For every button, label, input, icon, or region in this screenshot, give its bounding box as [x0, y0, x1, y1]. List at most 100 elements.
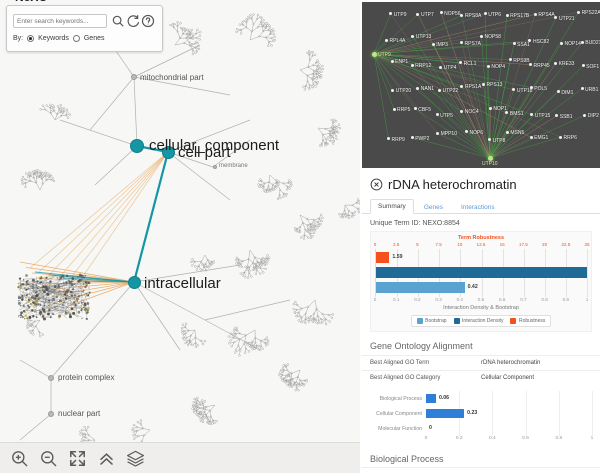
go-gridline	[525, 406, 527, 421]
network-gene-node[interactable]	[459, 61, 463, 65]
network-gene-node[interactable]	[530, 113, 534, 117]
network-gene-node[interactable]	[505, 111, 509, 115]
network-gene-node[interactable]	[385, 38, 389, 42]
go-bar-cellular-component[interactable]	[426, 409, 465, 418]
network-gene-node[interactable]	[482, 82, 486, 86]
network-gene-node[interactable]	[410, 136, 414, 140]
network-gene-node[interactable]	[391, 88, 395, 92]
network-gene-node[interactable]	[580, 40, 584, 44]
ontology-tree-panel[interactable]: cellular_component cell part intracellul…	[0, 0, 360, 473]
network-gene-node[interactable]	[505, 13, 509, 17]
network-gene-node[interactable]	[416, 86, 420, 90]
network-gene-node[interactable]	[410, 63, 414, 67]
axis-top-tick: 20	[542, 242, 548, 247]
network-gene-node[interactable]	[583, 113, 587, 117]
network-gene-node[interactable]	[581, 64, 585, 68]
chart-bar-interaction-density[interactable]	[376, 267, 587, 278]
network-gene-node[interactable]	[392, 107, 396, 111]
network-gene-node[interactable]	[390, 59, 394, 63]
network-gene-node[interactable]	[529, 86, 533, 90]
network-hub-node-utp10[interactable]	[487, 155, 493, 161]
network-gene-node[interactable]	[488, 106, 492, 110]
network-gene-node[interactable]	[416, 12, 420, 16]
network-gene-node[interactable]	[439, 11, 443, 15]
legend-item-robustness[interactable]: Robustness	[510, 318, 545, 324]
network-gene-node[interactable]	[435, 113, 439, 117]
go-gridline	[492, 406, 494, 421]
network-hub-node-utp9[interactable]	[371, 51, 377, 57]
tree-node-protein-complex[interactable]	[48, 375, 54, 381]
collapse-button[interactable]	[97, 449, 116, 468]
close-circle-icon[interactable]	[370, 178, 383, 191]
network-gene-node[interactable]	[436, 131, 440, 135]
network-gene-node[interactable]	[560, 41, 564, 45]
network-gene-node[interactable]	[556, 90, 560, 94]
network-gene-node[interactable]	[512, 42, 516, 46]
refresh-icon[interactable]	[126, 14, 140, 28]
network-gene-node[interactable]	[460, 13, 464, 17]
gene-interaction-network[interactable]: UTP9 UTP7 NOP56 RPS8A UTP6 RPS17B RPS4A UTP21 RP…	[362, 2, 600, 168]
network-gene-node[interactable]	[387, 137, 390, 141]
network-gene-node[interactable]	[529, 135, 533, 139]
legend-item-interaction-density[interactable]: Interaction Density	[453, 318, 503, 324]
network-gene-node[interactable]	[464, 130, 468, 134]
network-gene-node[interactable]	[508, 58, 512, 62]
search-icon[interactable]	[111, 14, 125, 28]
chart-bar-robustness[interactable]	[376, 252, 390, 263]
search-by-row[interactable]: By: Keywords Genes	[13, 35, 104, 42]
tree-node-cellular-component[interactable]	[130, 139, 144, 153]
network-gene-node[interactable]	[389, 12, 393, 16]
axis-top-tick: 12.5	[476, 242, 486, 247]
tab-genes[interactable]: Genes	[423, 204, 443, 211]
network-gene-node[interactable]	[439, 65, 443, 69]
tab-interactions[interactable]: Interactions	[460, 204, 495, 211]
network-gene-node[interactable]	[533, 12, 537, 16]
network-gene-node[interactable]	[413, 107, 417, 111]
radio-genes[interactable]	[72, 35, 80, 42]
term-robustness-chart: Term Robustness 0 2.5 5 7.5 10 12.5 15 17.5 20 22…	[370, 231, 592, 332]
network-gene-node[interactable]	[512, 88, 516, 92]
network-gene-node[interactable]	[488, 138, 492, 142]
zoom-out-button[interactable]	[39, 449, 58, 468]
network-gene-node[interactable]	[460, 84, 464, 88]
network-gene-node[interactable]	[411, 34, 415, 38]
search-input[interactable]	[13, 14, 107, 28]
tree-node-membrane[interactable]	[213, 165, 217, 169]
network-gene-node[interactable]	[483, 12, 487, 16]
network-gene-node[interactable]	[460, 41, 464, 45]
tab-summary[interactable]: Summary	[370, 199, 414, 214]
network-gene-node[interactable]	[479, 34, 483, 38]
network-gene-node[interactable]	[486, 64, 490, 68]
network-gene-node[interactable]	[554, 61, 558, 65]
help-icon[interactable]	[141, 14, 155, 28]
chart-bar-bootstrap[interactable]	[376, 282, 465, 293]
network-gene-node[interactable]	[554, 16, 558, 20]
tree-node-cell-part[interactable]	[162, 146, 175, 159]
network-gene-node[interactable]	[580, 87, 584, 91]
term-detail-panel[interactable]: rDNA heterochromatin Summary Genes Inter…	[362, 170, 600, 473]
legend-item-bootstrap[interactable]: Bootstrap	[416, 318, 447, 324]
network-gene-node[interactable]	[529, 63, 533, 67]
radio-keywords[interactable]	[27, 35, 35, 42]
tree-node-intracellular[interactable]	[128, 276, 141, 289]
zoom-in-button[interactable]	[10, 449, 29, 468]
tree-node-nuclear-part[interactable]	[48, 411, 54, 417]
network-gene-node[interactable]	[460, 109, 464, 113]
fit-screen-button[interactable]	[68, 449, 87, 468]
tree-node-mitochondrial-part[interactable]	[131, 74, 137, 80]
go-bar-value: 0.06	[438, 395, 450, 401]
go-bar-biological-process[interactable]	[426, 394, 436, 403]
tree-toolbar[interactable]	[0, 442, 360, 473]
network-gene-node[interactable]	[559, 135, 563, 139]
network-gene-node[interactable]	[438, 88, 442, 92]
network-gene-node[interactable]	[431, 42, 435, 46]
network-gene-node[interactable]	[555, 114, 559, 118]
axis-top-tick: 7.5	[435, 242, 442, 247]
network-gene-node[interactable]	[528, 39, 532, 43]
network-gene-node[interactable]	[577, 10, 581, 14]
network-gene-node[interactable]	[505, 130, 509, 134]
chart-legend[interactable]: Bootstrap Interaction Density Robustness	[410, 315, 552, 327]
layers-button[interactable]	[126, 449, 145, 468]
search-panel[interactable]: NeXO By:	[6, 0, 163, 52]
detail-tabs[interactable]: Summary Genes Interactions	[362, 198, 600, 214]
